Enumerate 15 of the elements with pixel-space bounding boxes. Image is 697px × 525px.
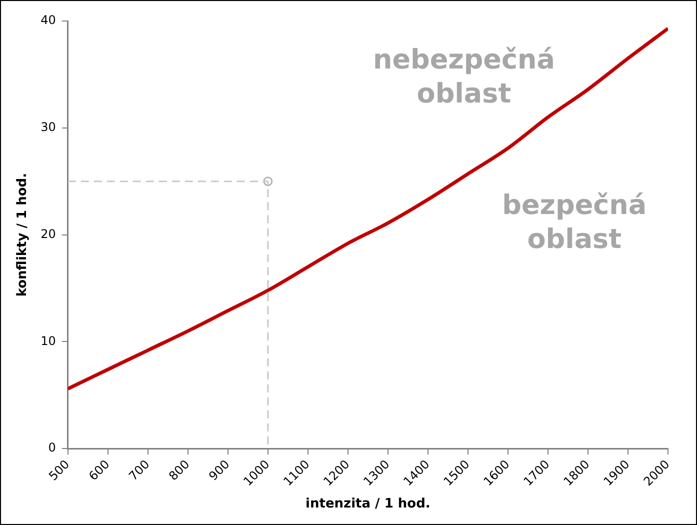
x-tick-label: 600 [86, 457, 112, 484]
x-tick-label: 700 [126, 457, 152, 484]
y-tick-label: 30 [40, 120, 56, 134]
x-tick-label: 800 [166, 457, 192, 484]
y-tick-label: 10 [40, 334, 56, 348]
annotation: nebezpečná oblast [372, 44, 555, 110]
x-tick-label: 500 [46, 457, 72, 484]
line-series [68, 26, 668, 391]
annotation: bezpečná oblast [502, 190, 647, 256]
x-tick-label: 900 [206, 457, 232, 484]
y-tick-label: 0 [48, 440, 56, 455]
y-axis-title: konflikty / 1 hod. [15, 172, 30, 297]
y-tick-label: 20 [40, 226, 56, 241]
x-axis-title: intenzita / 1 hod. [306, 496, 430, 512]
y-tick-label: 40 [40, 13, 56, 28]
